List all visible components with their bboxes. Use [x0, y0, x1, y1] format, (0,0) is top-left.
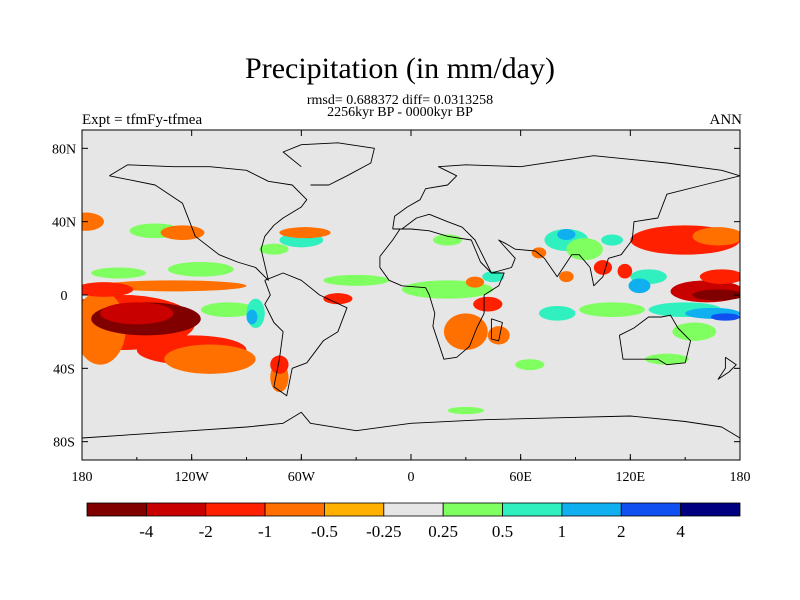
- anomaly-region: [482, 271, 505, 283]
- anomaly-region: [710, 313, 740, 321]
- anomaly-region: [672, 322, 717, 341]
- anomaly-region: [557, 229, 576, 240]
- y-tick-label: 40N: [52, 216, 76, 231]
- anomaly-region: [617, 263, 633, 279]
- anomaly-region: [593, 260, 613, 275]
- colorbar-label: -2: [199, 522, 213, 541]
- coastline-layer: [82, 142, 740, 439]
- anomaly-region: [465, 276, 485, 288]
- experiment-label: Expt = tfmFy-tfmea: [82, 112, 203, 128]
- colorbar-swatch: [264, 502, 325, 517]
- x-tick-label: 60E: [509, 470, 532, 485]
- anomaly-region: [164, 344, 256, 374]
- colorbar-swatch: [561, 502, 622, 517]
- colorbar-swatch: [324, 502, 385, 517]
- anomaly-region: [279, 227, 331, 239]
- anomaly-region: [473, 296, 503, 312]
- colorbar-swatch: [205, 502, 266, 517]
- colorbar-label: -0.25: [366, 522, 401, 541]
- coastline-new-zealand: [717, 356, 737, 380]
- colorbar-label: 4: [676, 522, 685, 541]
- anomaly-region: [559, 271, 574, 283]
- anomaly-layer: [82, 212, 740, 415]
- colorbar-swatch: [502, 502, 563, 517]
- anomaly-region: [160, 225, 205, 241]
- coastline-africa: [379, 228, 505, 360]
- x-tick-label: 180: [72, 470, 93, 485]
- anomaly-region: [100, 280, 247, 292]
- coastline-australia: [618, 314, 692, 366]
- y-tick-label: 80S: [53, 436, 75, 451]
- anomaly-region: [447, 406, 485, 415]
- anomaly-region: [91, 267, 146, 279]
- x-tick-label: 0: [408, 470, 415, 485]
- anomaly-region: [692, 289, 740, 301]
- colorbar-label: -1: [258, 522, 272, 541]
- anomaly-region: [628, 278, 651, 294]
- x-tick-label: 120W: [175, 470, 210, 485]
- colorbar-swatch: [620, 502, 682, 517]
- anomaly-region: [270, 355, 289, 374]
- anomaly-region: [531, 247, 547, 259]
- x-tick-label: 120E: [616, 470, 646, 485]
- anomaly-region: [601, 234, 624, 246]
- chart-title: Precipitation (in mm/day): [245, 52, 555, 85]
- coastline-south-america: [264, 272, 348, 397]
- colorbar-label: 1: [558, 522, 567, 541]
- x-axis: 180 120W 60W 0 60E 120E 180: [72, 130, 751, 485]
- x-tick-label: 180: [730, 470, 751, 485]
- anomaly-region: [259, 243, 289, 255]
- colorbar-swatch: [442, 502, 503, 517]
- anomaly-region: [515, 359, 545, 371]
- anomaly-region: [323, 293, 353, 305]
- chart-subtitle-stats: rmsd= 0.688372 diff= 0.0313258: [306, 93, 494, 108]
- anomaly-region: [644, 353, 689, 365]
- chart-subtitle-period: 2256kyr BP - 0000kyr BP: [327, 105, 473, 120]
- anomaly-region: [692, 227, 740, 246]
- anomaly-region: [82, 212, 104, 231]
- colorbar: -4 -2 -1 -0.5 -0.25 0.25 0.5 1 2 4: [86, 502, 741, 541]
- y-axis: 80N 40N 0 40S 80S: [52, 142, 740, 451]
- colorbar-label: -0.5: [311, 522, 338, 541]
- colorbar-swatch: [383, 502, 444, 517]
- anomaly-region: [443, 313, 488, 350]
- colorbar-swatch: [86, 502, 147, 517]
- colorbar-label: 2: [617, 522, 626, 541]
- y-tick-label: 80N: [52, 142, 76, 157]
- anomaly-region: [579, 302, 645, 317]
- anomaly-region: [538, 306, 576, 321]
- anomaly-region: [323, 274, 390, 286]
- y-tick-label: 40S: [53, 362, 75, 377]
- colorbar-label: 0.25: [428, 522, 458, 541]
- coastline-north-america: [109, 164, 308, 281]
- colorbar-label: 0.5: [492, 522, 513, 541]
- anomaly-region: [246, 309, 258, 325]
- anomaly-region: [100, 302, 174, 325]
- colorbar-swatch: [680, 502, 741, 517]
- x-tick-label: 60W: [288, 470, 316, 485]
- anomaly-region: [699, 269, 740, 284]
- coastline-antarctica: [82, 411, 740, 439]
- coastline-madagascar: [490, 318, 503, 342]
- anomaly-region: [167, 262, 234, 277]
- y-tick-label: 0: [61, 289, 68, 304]
- season-label: ANN: [709, 112, 743, 128]
- coastline-greenland: [282, 142, 375, 186]
- anomaly-region: [200, 302, 256, 317]
- colorbar-swatch: [145, 502, 207, 517]
- anomaly-region: [566, 238, 603, 261]
- colorbar-label: -4: [139, 522, 154, 541]
- anomaly-region: [82, 282, 134, 297]
